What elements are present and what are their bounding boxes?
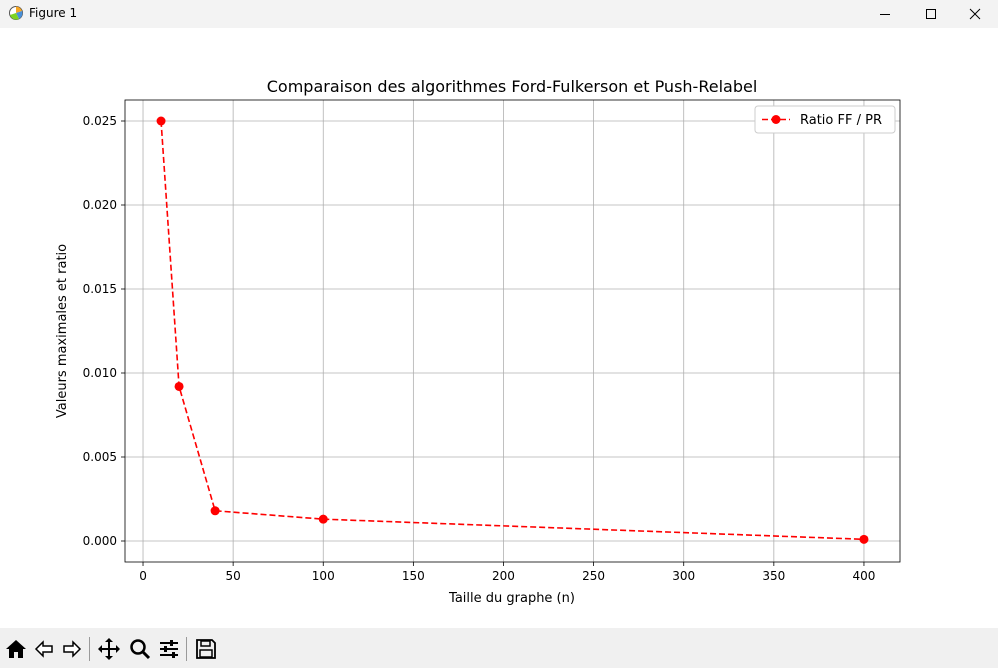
x-tick-label: 50 [225, 569, 240, 583]
pan-move-icon [98, 638, 120, 660]
x-tick-label: 300 [672, 569, 695, 583]
close-icon [969, 8, 981, 20]
zoom-button[interactable] [127, 636, 153, 662]
y-axis-label: Valeurs maximales et ratio [55, 244, 70, 418]
x-axis-ticks: 0 50 100 150 200 250 300 350 400 [139, 562, 875, 583]
zoom-magnifier-icon [130, 639, 151, 660]
y-tick-label: 0.015 [83, 282, 117, 296]
window-title: Figure 1 [29, 6, 78, 20]
line-chart: 0 50 100 150 200 250 300 350 400 0.000 0.005 0.010… [55, 77, 901, 606]
maximize-button[interactable] [908, 0, 954, 28]
forward-button[interactable] [59, 636, 85, 662]
y-tick-label: 0.025 [83, 114, 117, 128]
y-tick-label: 0.020 [83, 198, 117, 212]
data-series [156, 116, 869, 544]
y-axis-ticks: 0.000 0.005 0.010 0.015 0.020 0.025 [83, 114, 125, 548]
x-axis-label: Taille du graphe (n) [448, 591, 575, 606]
save-button[interactable] [193, 636, 219, 662]
legend-marker-sample [771, 115, 781, 124]
forward-arrow-icon [63, 640, 82, 658]
configure-subplots-button[interactable] [156, 636, 182, 662]
pan-button[interactable] [96, 636, 122, 662]
home-button[interactable] [3, 636, 29, 662]
minimize-icon [880, 14, 890, 15]
chart-title: Comparaison des algorithmes Ford-Fulkers… [267, 77, 758, 96]
data-point [859, 534, 869, 544]
toolbar-separator [89, 637, 90, 661]
home-icon [6, 640, 26, 658]
toolbar-separator [186, 637, 187, 661]
x-tick-label: 150 [402, 569, 425, 583]
data-point [318, 514, 328, 524]
legend: Ratio FF / PR [754, 105, 896, 134]
save-floppy-icon [196, 639, 216, 659]
back-arrow-icon [34, 640, 53, 658]
data-point [174, 381, 184, 391]
y-tick-label: 0.005 [83, 450, 117, 464]
series-line [160, 120, 864, 541]
back-button[interactable] [31, 636, 57, 662]
legend-label: Ratio FF / PR [800, 113, 882, 128]
navigation-toolbar [0, 628, 998, 668]
x-tick-label: 400 [853, 569, 876, 583]
close-button[interactable] [952, 0, 998, 28]
axes-frame [124, 99, 901, 563]
y-tick-label: 0.000 [83, 534, 117, 548]
grid-lines [125, 100, 900, 562]
x-tick-label: 350 [762, 569, 785, 583]
window-titlebar: Figure 1 [0, 0, 998, 28]
legend-box [754, 105, 896, 134]
configure-subplots-icon [160, 640, 178, 658]
figure-canvas[interactable]: 0 50 100 150 200 250 300 350 400 0.000 0.005 0.010… [0, 28, 998, 628]
matplotlib-app-icon [9, 6, 23, 20]
y-tick-label: 0.010 [83, 366, 117, 380]
maximize-icon [926, 9, 936, 19]
x-tick-label: 100 [312, 569, 335, 583]
data-point [156, 116, 166, 126]
data-point [210, 506, 220, 516]
axes-border [124, 99, 901, 563]
minimize-button[interactable] [862, 0, 908, 28]
x-tick-label: 200 [492, 569, 515, 583]
x-tick-label: 0 [139, 569, 147, 583]
x-tick-label: 250 [582, 569, 605, 583]
